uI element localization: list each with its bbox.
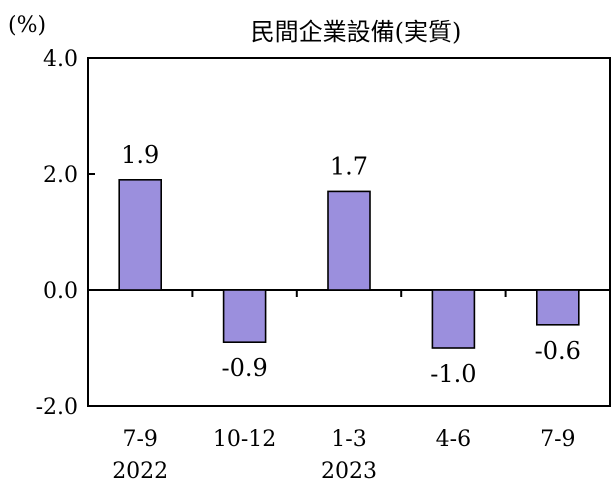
bar [118,179,162,291]
y-tick-label: 4.0 [43,47,78,72]
y-tick-label: 2.0 [43,163,78,188]
bar [327,190,371,291]
data-label: -1.0 [430,360,476,388]
unit-label: (%) [8,13,46,38]
data-label: -0.9 [221,354,267,382]
x-tick-label: 1-3 [331,427,366,452]
x-tick-label: 7-9 [540,427,575,452]
bar [222,289,267,344]
plot-area [87,57,611,407]
x-year-label: 2023 [321,459,377,484]
x-year-label: 2022 [112,459,168,484]
x-tick-label: 7-9 [122,427,157,452]
bar [535,289,580,326]
plot-frame [87,57,611,407]
data-label: 1.9 [121,141,159,169]
x-tick-label: 4-6 [436,427,471,452]
bar [431,289,476,349]
chart-title: 民間企業設備(実質) [251,18,462,46]
data-label: -0.6 [535,337,581,365]
data-label: 1.7 [330,152,368,180]
y-tick-label: 0.0 [43,279,78,304]
y-tick-label: -2.0 [36,395,78,420]
x-tick-label: 10-12 [213,427,276,452]
